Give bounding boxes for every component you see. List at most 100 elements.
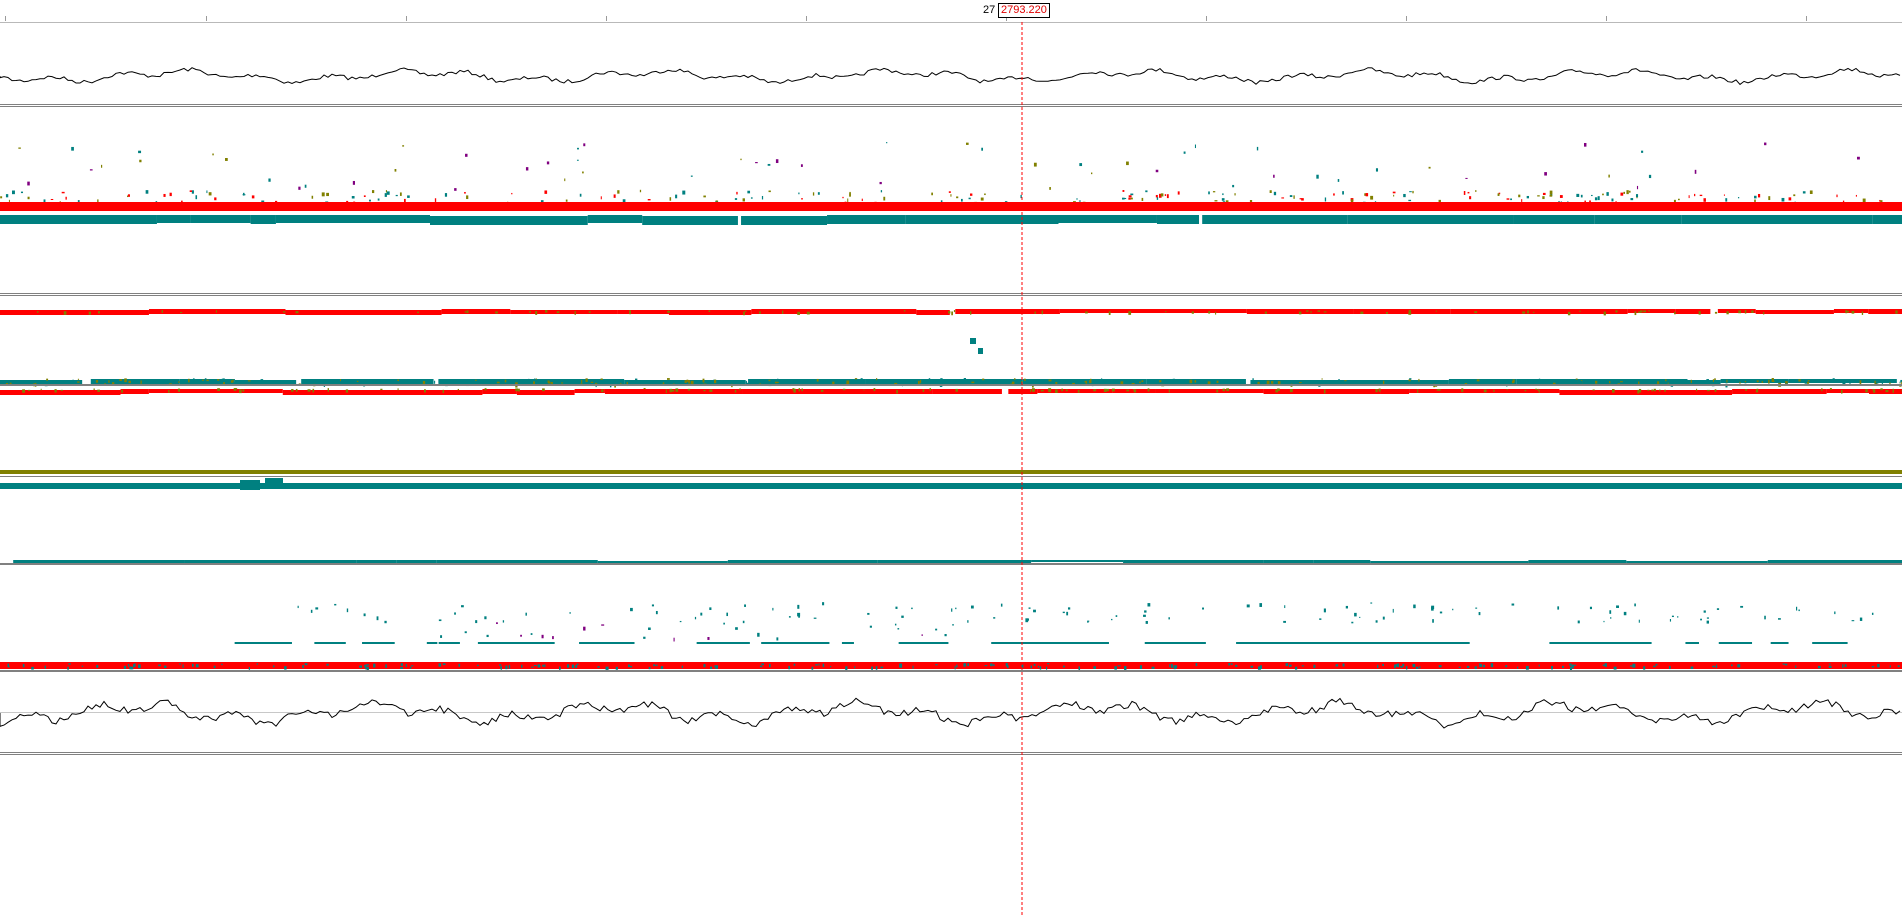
read-mark — [1712, 665, 1716, 668]
read-mark — [1090, 378, 1092, 382]
read-mark — [97, 379, 101, 381]
read-mark — [734, 389, 737, 393]
alignment-track-5[interactable] — [0, 602, 1902, 672]
read-mark — [1114, 666, 1117, 670]
read-mark — [1899, 381, 1901, 383]
read-band — [430, 216, 588, 225]
read-mark — [327, 388, 329, 392]
read-mark — [298, 186, 301, 190]
read-mark — [1465, 177, 1468, 179]
read-mark — [1602, 664, 1606, 666]
read-mark — [600, 378, 603, 380]
read-mark — [1089, 380, 1092, 384]
read-band — [1687, 380, 1721, 384]
read-mark — [1333, 193, 1335, 196]
read-mark — [1435, 310, 1437, 312]
read-mark — [496, 622, 498, 625]
read-mark — [385, 190, 387, 193]
read-mark — [655, 610, 658, 615]
track-separator — [0, 384, 1902, 386]
read-mark — [969, 193, 973, 196]
read-mark — [356, 380, 359, 382]
tracks-canvas[interactable] — [0, 22, 1902, 917]
read-mark — [542, 664, 545, 667]
position-ruler[interactable]: 27 2793.220 — [0, 0, 1902, 23]
read-mark — [1804, 380, 1808, 384]
read-mark — [1493, 389, 1495, 392]
read-mark — [96, 664, 99, 668]
mismatch-band — [1263, 389, 1381, 394]
read-mark — [535, 311, 538, 315]
read-mark — [655, 381, 657, 385]
read-mark — [1324, 197, 1327, 202]
read-mark — [813, 617, 817, 619]
read-mark — [1169, 664, 1171, 668]
read-mark — [1155, 194, 1158, 198]
read-mark — [899, 664, 902, 668]
mismatch-band — [1155, 389, 1264, 393]
read-mark — [1754, 199, 1756, 202]
read-mark — [1101, 378, 1103, 381]
read-mark — [1668, 665, 1671, 670]
read-mark — [1257, 666, 1261, 670]
read-mark — [1264, 311, 1267, 314]
read-mark — [869, 625, 872, 628]
read-mark — [1370, 195, 1374, 200]
read-mark — [1103, 388, 1107, 392]
track-viewer[interactable] — [0, 22, 1902, 917]
read-mark — [911, 607, 913, 610]
read-mark — [1141, 197, 1144, 201]
alignment-track-1[interactable] — [0, 142, 1902, 296]
read-mark — [234, 382, 237, 385]
read-mark — [622, 199, 626, 203]
read-mark — [686, 380, 690, 383]
read-mark — [1144, 610, 1147, 613]
read-mark — [43, 199, 46, 204]
read-mark — [1537, 195, 1540, 197]
read-mark — [202, 379, 204, 381]
mismatch-band — [955, 309, 1060, 314]
read-mark — [1553, 382, 1556, 385]
read-mark — [1177, 191, 1180, 195]
read-mark — [671, 389, 675, 392]
read-mark — [675, 194, 678, 199]
read-band — [90, 379, 180, 384]
read-mark — [1889, 665, 1891, 668]
read-mark — [775, 159, 779, 164]
read-mark — [928, 378, 931, 381]
read-mark — [1289, 195, 1293, 198]
read-mark — [744, 310, 747, 312]
read-mark — [304, 184, 307, 188]
coverage-track-top[interactable] — [0, 67, 1902, 107]
alignment-track-2[interactable] — [0, 309, 1902, 395]
read-mark — [1571, 664, 1574, 669]
ruler-tick — [206, 16, 207, 21]
read-mark — [1802, 191, 1806, 194]
read-mark — [268, 178, 271, 182]
read-mark — [297, 605, 299, 609]
read-mark — [234, 388, 238, 390]
read-mark — [1306, 310, 1309, 312]
read-mark — [1222, 388, 1225, 392]
read-mark — [940, 378, 943, 382]
read-mark — [1041, 310, 1043, 315]
read-mark — [208, 192, 212, 196]
read-mark — [1191, 311, 1194, 314]
read-mark — [1557, 606, 1560, 610]
read-mark — [1832, 378, 1835, 381]
read-mark — [1626, 190, 1629, 195]
read-mark — [1333, 381, 1336, 384]
read-mark — [1120, 381, 1124, 386]
read-mark — [529, 311, 531, 313]
read-mark — [1164, 194, 1167, 196]
read-mark — [1461, 388, 1464, 393]
read-mark — [505, 665, 508, 670]
track-separator — [0, 670, 1902, 672]
read-mark — [1527, 310, 1529, 314]
read-mark — [63, 311, 67, 315]
read-mark — [526, 381, 529, 385]
alignment-track-4[interactable] — [0, 560, 1902, 565]
alignment-track-3[interactable] — [0, 470, 1902, 490]
read-mark — [736, 191, 738, 195]
coverage-track-bottom[interactable] — [0, 697, 1902, 755]
